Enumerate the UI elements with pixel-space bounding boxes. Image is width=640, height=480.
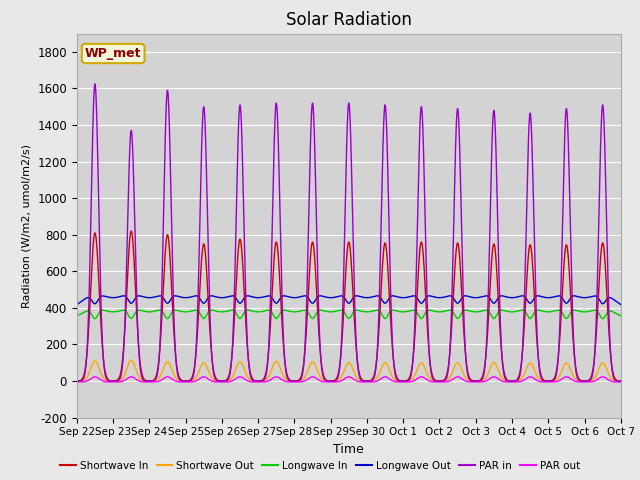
Line: PAR out: PAR out (77, 377, 621, 382)
Longwave In (502, 308, 509, 314)
Longwave In (617, 313, 625, 319)
Shortwave Out (127, 357, 135, 363)
Shortwave In (329, 378, 337, 384)
Shortwave In (502, 374, 509, 380)
Shortwave Out (471, 378, 479, 384)
Longwave Out (617, 302, 625, 308)
Shortwave Out (617, 378, 625, 384)
PAR out (617, 379, 625, 385)
Shortwave Out (441, 378, 449, 384)
Longwave In (616, 312, 624, 318)
Line: Longwave In: Longwave In (77, 310, 621, 319)
Longwave In (73, 313, 81, 319)
Longwave In (171, 307, 179, 313)
PAR in (617, 378, 625, 384)
PAR out (616, 379, 624, 385)
Longwave Out (502, 294, 509, 300)
Shortwave In (441, 377, 449, 383)
Shortwave In (73, 378, 81, 384)
Legend: Shortwave In, Shortwave Out, Longwave In, Longwave Out, PAR in, PAR out: Shortwave In, Shortwave Out, Longwave In… (56, 456, 584, 475)
Shortwave Out (329, 378, 337, 384)
PAR in (73, 378, 81, 384)
Longwave Out (171, 293, 179, 299)
Longwave In (329, 309, 337, 315)
Line: Shortwave Out: Shortwave Out (77, 360, 621, 381)
Longwave In (91, 316, 99, 322)
Text: WP_met: WP_met (85, 47, 141, 60)
Longwave Out (471, 295, 479, 300)
PAR out (441, 379, 449, 385)
PAR out (329, 379, 337, 385)
Shortwave Out (73, 378, 81, 384)
PAR in (502, 376, 509, 382)
PAR in (471, 378, 479, 384)
PAR out (471, 379, 479, 385)
Longwave Out (244, 293, 252, 299)
Longwave In (471, 309, 479, 315)
Longwave Out (616, 301, 624, 307)
Shortwave In (171, 341, 179, 347)
Shortwave In (127, 228, 135, 234)
Longwave Out (329, 295, 337, 300)
Shortwave In (616, 378, 624, 384)
Line: Shortwave In: Shortwave In (77, 231, 621, 381)
Y-axis label: Radiation (W/m2, umol/m2/s): Radiation (W/m2, umol/m2/s) (22, 144, 32, 308)
PAR in (329, 378, 337, 384)
Shortwave Out (616, 378, 624, 384)
PAR out (171, 378, 179, 384)
PAR in (91, 81, 99, 87)
Shortwave Out (171, 373, 179, 379)
PAR out (502, 379, 509, 384)
PAR in (171, 335, 179, 340)
Line: PAR in: PAR in (77, 84, 621, 381)
Shortwave Out (502, 378, 509, 384)
Title: Solar Radiation: Solar Radiation (286, 11, 412, 29)
PAR in (441, 378, 449, 384)
Longwave Out (441, 294, 449, 300)
Longwave In (156, 307, 163, 313)
Line: Longwave Out: Longwave Out (77, 296, 621, 305)
PAR out (91, 374, 99, 380)
PAR out (73, 379, 81, 385)
X-axis label: Time: Time (333, 443, 364, 456)
Longwave In (441, 308, 449, 314)
Longwave Out (73, 302, 81, 308)
Shortwave In (471, 378, 479, 384)
PAR in (616, 378, 624, 384)
Shortwave In (617, 378, 625, 384)
